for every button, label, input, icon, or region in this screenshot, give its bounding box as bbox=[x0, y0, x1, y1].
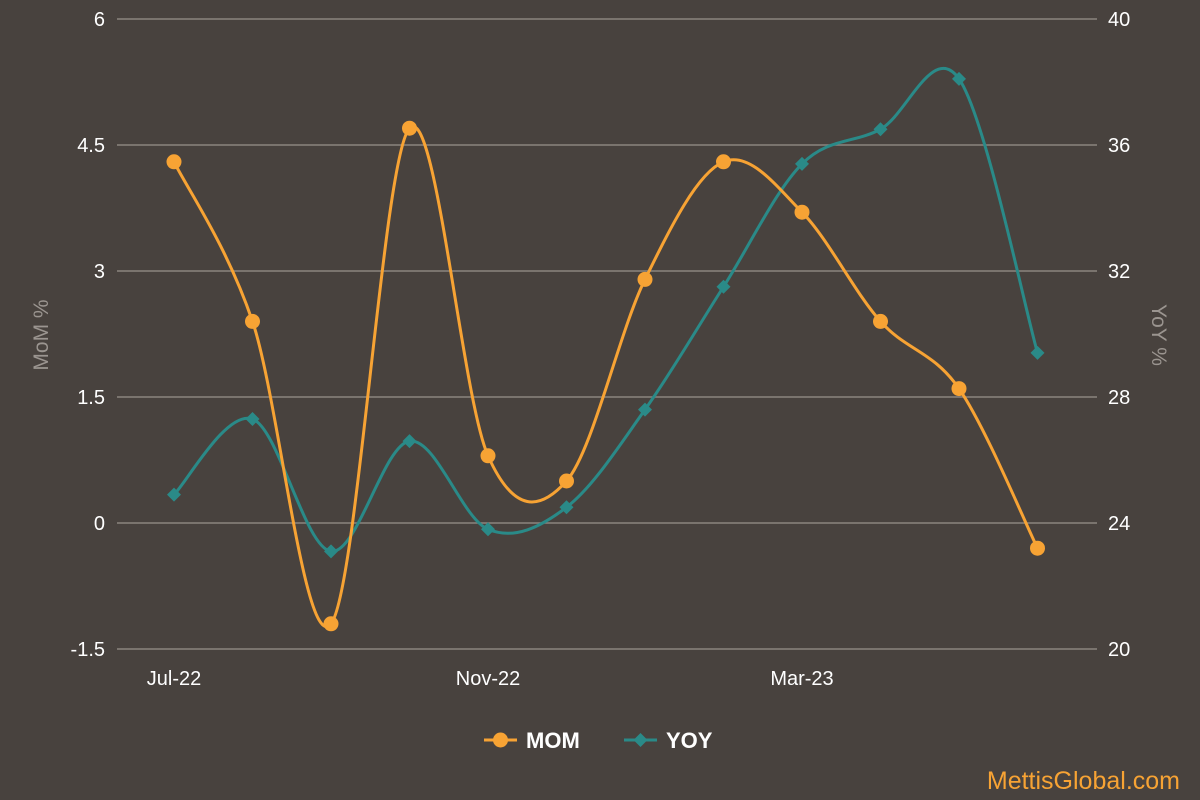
data-point-mom bbox=[951, 381, 967, 397]
data-point-mom bbox=[323, 616, 339, 632]
legend-label: MOM bbox=[526, 728, 580, 753]
x-tick-label: Nov-22 bbox=[456, 668, 520, 690]
left-tick-label: 0 bbox=[94, 513, 105, 535]
data-point-mom bbox=[873, 313, 888, 329]
data-point-yoy bbox=[324, 544, 338, 559]
x-tick-label: Jul-22 bbox=[147, 668, 201, 690]
series-mom bbox=[166, 120, 1045, 632]
data-point-yoy bbox=[245, 412, 260, 427]
left-axis-title: MoM % bbox=[30, 299, 53, 370]
left-tick-label: -1.5 bbox=[71, 639, 105, 661]
data-point-mom bbox=[716, 154, 731, 170]
data-point-yoy bbox=[481, 522, 495, 537]
data-point-yoy bbox=[716, 279, 731, 294]
data-point-mom bbox=[559, 473, 574, 489]
right-tick-label: 32 bbox=[1108, 261, 1130, 283]
series-yoy bbox=[167, 67, 1045, 559]
legend-item-mom: MOM bbox=[484, 728, 580, 753]
gridlines bbox=[117, 18, 1097, 650]
legend-label: YOY bbox=[666, 728, 713, 753]
data-point-mom bbox=[480, 448, 496, 464]
right-tick-label: 40 bbox=[1108, 9, 1130, 31]
right-axis-ticks: 20 24 28 32 36 40 bbox=[1108, 9, 1130, 661]
right-tick-label: 20 bbox=[1108, 639, 1130, 661]
data-point-yoy bbox=[795, 156, 809, 171]
series-line-mom bbox=[172, 124, 1039, 629]
data-point-yoy bbox=[167, 487, 181, 502]
data-point-mom bbox=[402, 120, 417, 136]
left-tick-label: 3 bbox=[94, 261, 105, 283]
data-point-yoy bbox=[402, 434, 417, 449]
series-line-yoy bbox=[172, 67, 1039, 553]
data-point-mom bbox=[166, 154, 182, 170]
data-point-yoy bbox=[952, 71, 966, 86]
series-group bbox=[166, 67, 1045, 632]
right-tick-label: 36 bbox=[1108, 135, 1130, 157]
legend-marker-circle bbox=[493, 732, 508, 748]
data-point-yoy bbox=[559, 500, 574, 515]
x-axis-ticks: Jul-22 Nov-22 Mar-23 bbox=[147, 668, 834, 690]
x-tick-label: Mar-23 bbox=[770, 668, 833, 690]
data-point-mom bbox=[245, 313, 260, 329]
data-point-yoy bbox=[1030, 345, 1045, 360]
right-tick-label: 28 bbox=[1108, 387, 1130, 409]
data-point-yoy bbox=[873, 122, 888, 137]
legend-marker-diamond bbox=[633, 733, 648, 747]
legend: MOM YOY bbox=[484, 728, 713, 753]
legend-item-yoy: YOY bbox=[624, 728, 713, 753]
left-axis-ticks: -1.5 0 1.5 3 4.5 6 bbox=[71, 9, 105, 661]
watermark: MettisGlobal.com bbox=[987, 767, 1180, 795]
data-point-mom bbox=[794, 204, 810, 220]
data-point-mom bbox=[637, 271, 653, 287]
left-tick-label: 1.5 bbox=[77, 387, 105, 409]
right-tick-label: 24 bbox=[1108, 513, 1130, 535]
left-tick-label: 6 bbox=[94, 9, 105, 31]
data-point-yoy bbox=[638, 402, 652, 417]
right-axis-title: YoY % bbox=[1147, 304, 1170, 366]
left-tick-label: 4.5 bbox=[77, 135, 105, 157]
data-point-mom bbox=[1030, 540, 1045, 556]
